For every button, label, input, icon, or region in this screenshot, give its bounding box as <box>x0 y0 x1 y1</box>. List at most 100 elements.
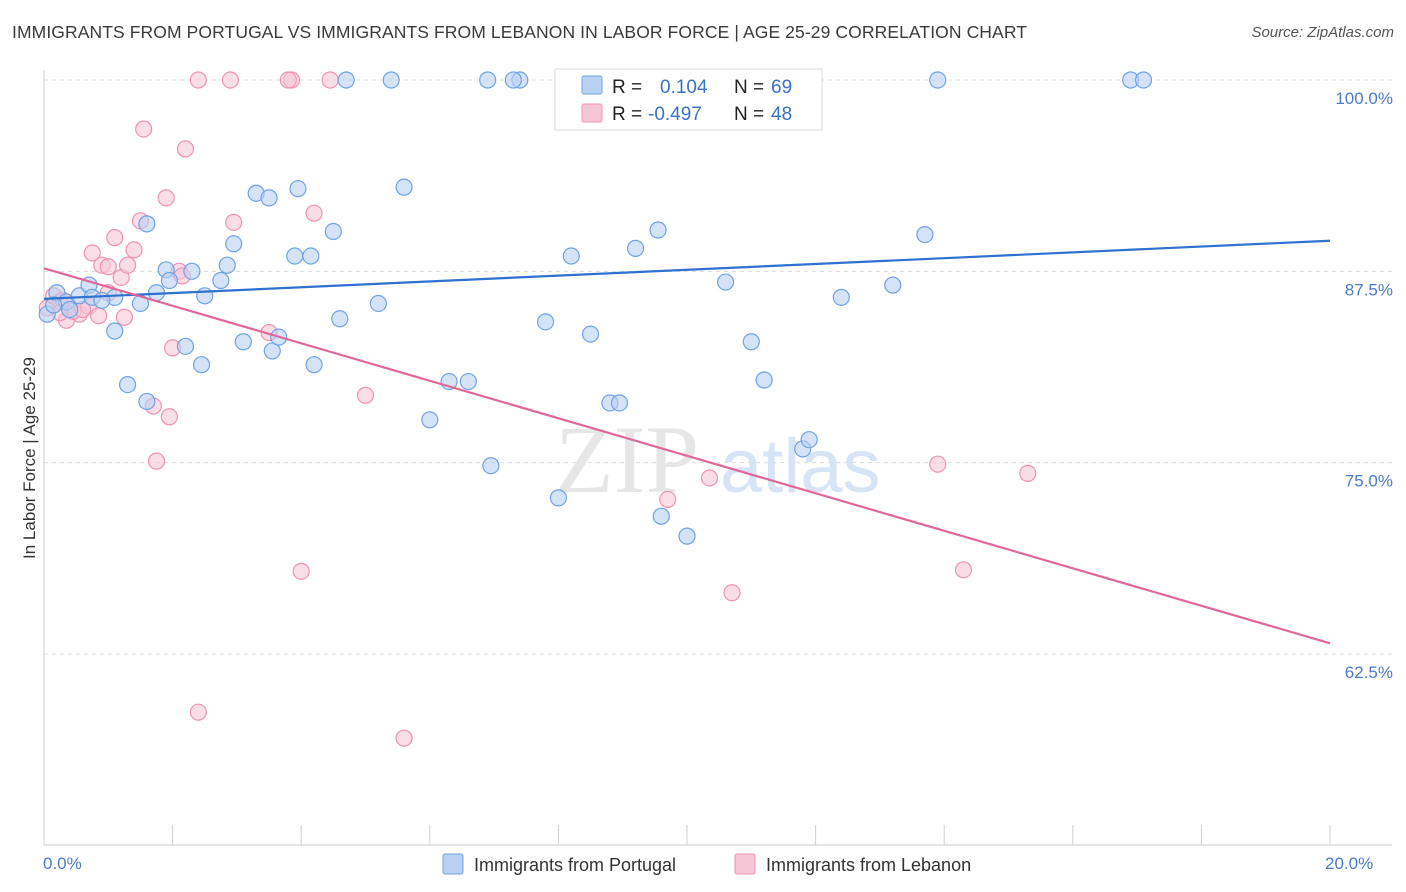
trend-line-lebanon <box>43 267 1331 645</box>
point-portugal <box>649 221 667 239</box>
y-tick-label: 75.0% <box>1345 472 1393 491</box>
series-lebanon-points <box>38 71 1037 747</box>
point-lebanon <box>292 562 310 580</box>
point-portugal <box>742 333 760 351</box>
point-portugal <box>45 296 63 314</box>
point-lebanon <box>176 140 195 158</box>
point-portugal <box>289 180 307 198</box>
y-tick-label: 62.5% <box>1345 663 1393 682</box>
x-tick-label: 0.0% <box>43 854 82 873</box>
point-portugal <box>138 392 156 411</box>
trend-lines <box>43 239 1331 645</box>
point-portugal <box>118 376 137 394</box>
point-lebanon <box>356 386 375 404</box>
point-portugal <box>421 411 439 429</box>
point-lebanon <box>954 561 973 579</box>
point-portugal <box>755 371 773 389</box>
point-portugal <box>369 294 387 313</box>
point-portugal <box>225 235 243 253</box>
point-portugal <box>581 325 600 343</box>
point-lebanon <box>115 308 133 326</box>
point-lebanon <box>279 71 297 89</box>
bottom-legend-label-portugal: Immigrants from Portugal <box>474 855 676 875</box>
point-portugal <box>549 489 568 507</box>
series-portugal-points <box>38 71 1153 545</box>
point-portugal <box>93 291 111 310</box>
source-credit: Source: ZipAtlas.com <box>1251 24 1394 41</box>
legend-n-label-lebanon: N = <box>734 104 764 125</box>
point-lebanon <box>395 729 413 747</box>
point-lebanon <box>700 469 719 487</box>
point-lebanon <box>723 584 741 602</box>
point-lebanon <box>106 229 124 247</box>
legend-r-portugal: 0.104 <box>660 77 708 98</box>
point-lebanon <box>929 455 947 473</box>
point-portugal <box>626 239 645 257</box>
y-tick-label: 100.0% <box>1335 89 1393 108</box>
point-portugal <box>218 256 236 274</box>
legend-r-label-lebanon: R = <box>612 104 642 125</box>
point-lebanon <box>189 71 207 89</box>
point-portugal <box>234 333 252 351</box>
bottom-legend-swatch-lebanon <box>734 853 756 875</box>
point-lebanon <box>125 241 143 259</box>
point-portugal <box>260 189 278 207</box>
point-lebanon <box>90 307 108 325</box>
legend-n-lebanon: 48 <box>771 104 792 125</box>
bottom-legend: Immigrants from Portugal Immigrants from… <box>442 853 971 875</box>
point-portugal <box>929 71 947 89</box>
point-portugal <box>324 222 342 241</box>
x-tick-labels: 0.0% 20.0% <box>43 854 1373 873</box>
point-lebanon <box>321 71 339 89</box>
x-tick-label: 20.0% <box>1325 854 1373 873</box>
y-tick-labels: 100.0% 87.5% 75.0% 62.5% <box>1335 89 1393 682</box>
point-portugal <box>331 310 349 328</box>
point-portugal <box>482 457 500 475</box>
watermark-zip: ZIP <box>555 406 699 513</box>
gridlines <box>44 79 1392 655</box>
point-portugal <box>138 215 156 233</box>
point-portugal <box>716 273 735 291</box>
legend-n-portugal: 69 <box>771 77 792 98</box>
point-portugal <box>536 313 555 331</box>
legend-swatch-portugal <box>581 75 603 95</box>
point-portugal <box>212 271 230 290</box>
legend-box: R = 0.104 N = 69 R = -0.497 N = 48 <box>554 68 823 131</box>
point-lebanon <box>160 408 178 426</box>
point-lebanon <box>118 256 137 274</box>
point-portugal <box>652 507 670 525</box>
point-lebanon <box>659 490 677 509</box>
point-lebanon <box>99 258 117 276</box>
y-tick-label: 87.5% <box>1345 280 1393 299</box>
point-portugal <box>382 71 400 89</box>
legend-swatch-lebanon <box>581 103 603 123</box>
point-portugal <box>1134 71 1153 89</box>
point-lebanon <box>83 244 101 262</box>
point-portugal <box>678 527 696 545</box>
watermark-atlas: atlas <box>720 424 881 509</box>
point-portugal <box>800 431 818 449</box>
axes <box>43 70 1392 846</box>
legend-r-lebanon: -0.497 <box>648 104 702 125</box>
trend-line-portugal <box>43 239 1331 300</box>
y-axis-title: In Labor Force | Age 25-29 <box>20 357 39 559</box>
point-portugal <box>459 372 477 391</box>
point-portugal <box>504 71 522 89</box>
point-lebanon <box>157 189 175 207</box>
point-portugal <box>263 342 281 360</box>
bottom-legend-label-lebanon: Immigrants from Lebanon <box>766 855 971 875</box>
point-portugal <box>196 287 214 305</box>
point-portugal <box>192 356 211 374</box>
point-portugal <box>106 322 124 340</box>
point-lebanon <box>221 71 240 89</box>
point-lebanon <box>135 120 153 138</box>
point-lebanon <box>189 703 207 721</box>
point-lebanon <box>1019 464 1037 482</box>
legend-r-label-portugal: R = <box>612 77 642 98</box>
point-portugal <box>286 247 304 265</box>
point-portugal <box>395 178 413 196</box>
point-lebanon <box>147 452 166 470</box>
point-portugal <box>479 71 497 89</box>
point-portugal <box>884 276 902 294</box>
